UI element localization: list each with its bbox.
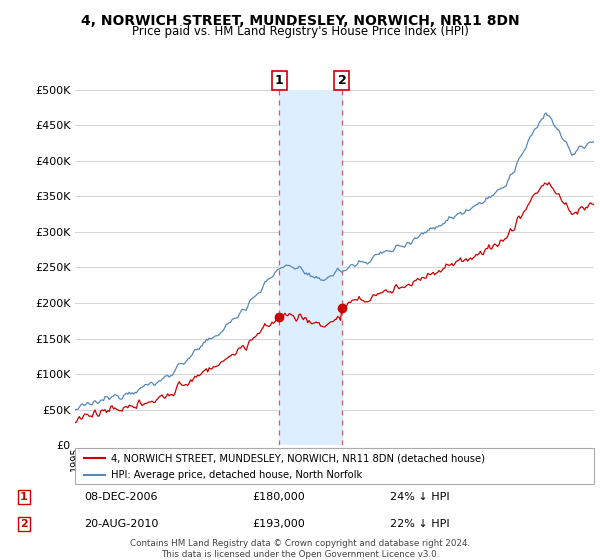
- Text: 20-AUG-2010: 20-AUG-2010: [84, 519, 158, 529]
- Text: 08-DEC-2006: 08-DEC-2006: [84, 492, 157, 502]
- Text: 22% ↓ HPI: 22% ↓ HPI: [390, 519, 449, 529]
- Text: 2: 2: [338, 74, 346, 87]
- Text: HPI: Average price, detached house, North Norfolk: HPI: Average price, detached house, Nort…: [112, 470, 362, 480]
- FancyBboxPatch shape: [75, 448, 594, 484]
- Text: 24% ↓ HPI: 24% ↓ HPI: [390, 492, 449, 502]
- Text: Price paid vs. HM Land Registry's House Price Index (HPI): Price paid vs. HM Land Registry's House …: [131, 25, 469, 38]
- Text: Contains HM Land Registry data © Crown copyright and database right 2024.
This d: Contains HM Land Registry data © Crown c…: [130, 539, 470, 559]
- Text: 1: 1: [275, 74, 283, 87]
- Text: 1: 1: [20, 492, 28, 502]
- Text: 2: 2: [20, 519, 28, 529]
- Text: 4, NORWICH STREET, MUNDESLEY, NORWICH, NR11 8DN (detached house): 4, NORWICH STREET, MUNDESLEY, NORWICH, N…: [112, 453, 485, 463]
- Text: £193,000: £193,000: [252, 519, 305, 529]
- Bar: [279, 90, 342, 445]
- Text: 4, NORWICH STREET, MUNDESLEY, NORWICH, NR11 8DN: 4, NORWICH STREET, MUNDESLEY, NORWICH, N…: [80, 14, 520, 28]
- Text: £180,000: £180,000: [252, 492, 305, 502]
